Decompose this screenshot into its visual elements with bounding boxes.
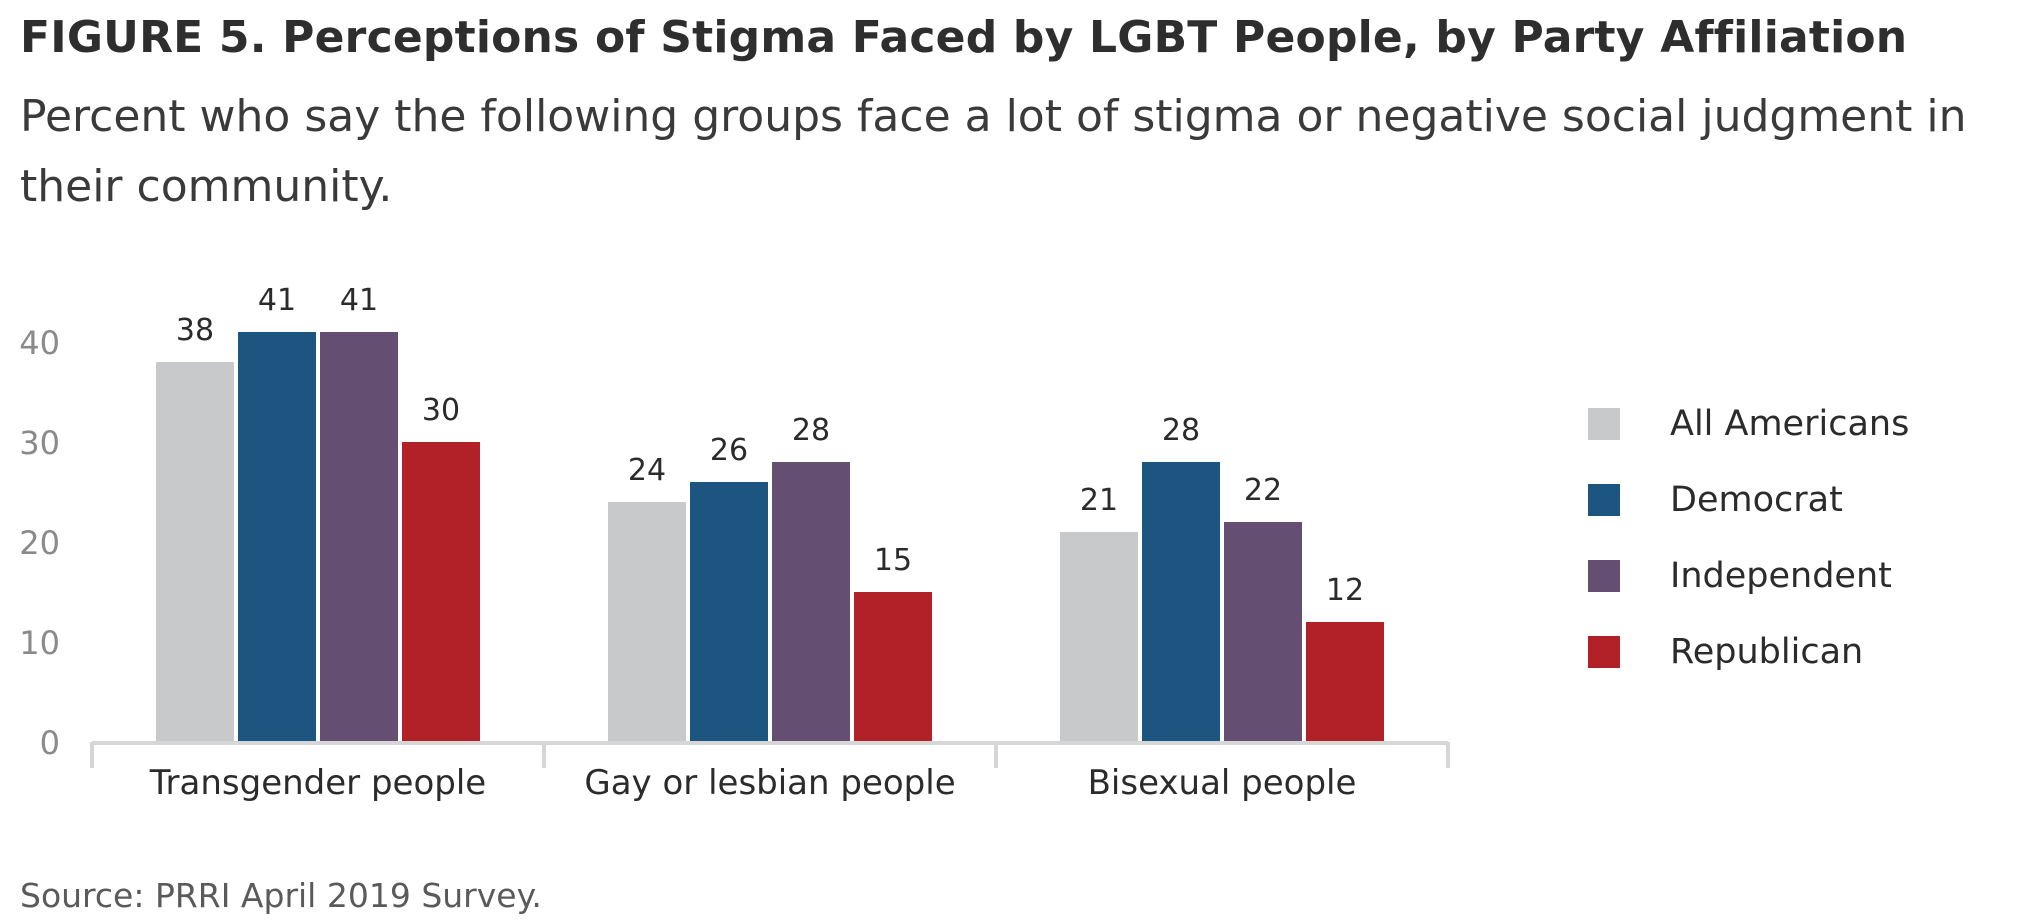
legend-item-independent: Independent (1588, 538, 1909, 614)
legend-item-republican: Republican (1588, 614, 1909, 690)
data-label: 38 (176, 313, 214, 348)
data-label: 41 (340, 283, 378, 318)
y-tick-label: 10 (19, 624, 60, 662)
y-tick-label: 40 (19, 324, 60, 362)
data-label: 21 (1080, 483, 1118, 518)
data-label: 30 (422, 393, 460, 428)
bar (608, 502, 686, 742)
bar-chart: 0 10 20 30 40 38 41 41 30 Transgender people 24 26 2… (19, 283, 1450, 803)
legend: All Americans Democrat Independent Repub… (1588, 386, 1909, 690)
bar (402, 442, 480, 742)
source-note: Source: PRRI April 2019 Survey. (20, 876, 542, 915)
y-tick-label: 30 (19, 424, 60, 462)
legend-label-independent: Independent (1670, 556, 1892, 596)
legend-item-democrat: Democrat (1588, 462, 1909, 538)
bar (772, 462, 850, 742)
legend-swatch-all-americans (1588, 408, 1620, 440)
chart-title: FIGURE 5. Perceptions of Stigma Faced by… (20, 12, 1908, 63)
legend-label-democrat: Democrat (1670, 480, 1843, 520)
x-category-label: Bisexual people (1088, 763, 1357, 803)
data-label: 15 (874, 543, 912, 578)
bar (156, 362, 234, 742)
legend-swatch-democrat (1588, 484, 1620, 516)
data-label: 24 (628, 453, 666, 488)
data-label: 28 (792, 413, 830, 448)
data-label: 22 (1244, 473, 1282, 508)
legend-label-all-americans: All Americans (1670, 404, 1910, 444)
x-category-label: Gay or lesbian people (584, 763, 955, 803)
legend-item-all-americans: All Americans (1588, 386, 1909, 462)
bar (1142, 462, 1220, 742)
x-category-label: Transgender people (149, 763, 486, 803)
bar (320, 332, 398, 742)
bar (1306, 622, 1384, 742)
bar (854, 592, 932, 742)
bar (1224, 522, 1302, 742)
bar (690, 482, 768, 742)
data-label: 12 (1326, 573, 1364, 608)
legend-label-republican: Republican (1670, 632, 1864, 672)
legend-swatch-republican (1588, 636, 1620, 668)
legend-swatch-independent (1588, 560, 1620, 592)
chart-subtitle: Percent who say the following groups fac… (20, 91, 1967, 212)
y-tick-label: 20 (19, 524, 60, 562)
bar (238, 332, 316, 742)
bar (1060, 532, 1138, 742)
data-label: 28 (1162, 413, 1200, 448)
data-label: 41 (258, 283, 296, 318)
data-label: 26 (710, 433, 748, 468)
y-tick-label: 0 (40, 724, 60, 762)
